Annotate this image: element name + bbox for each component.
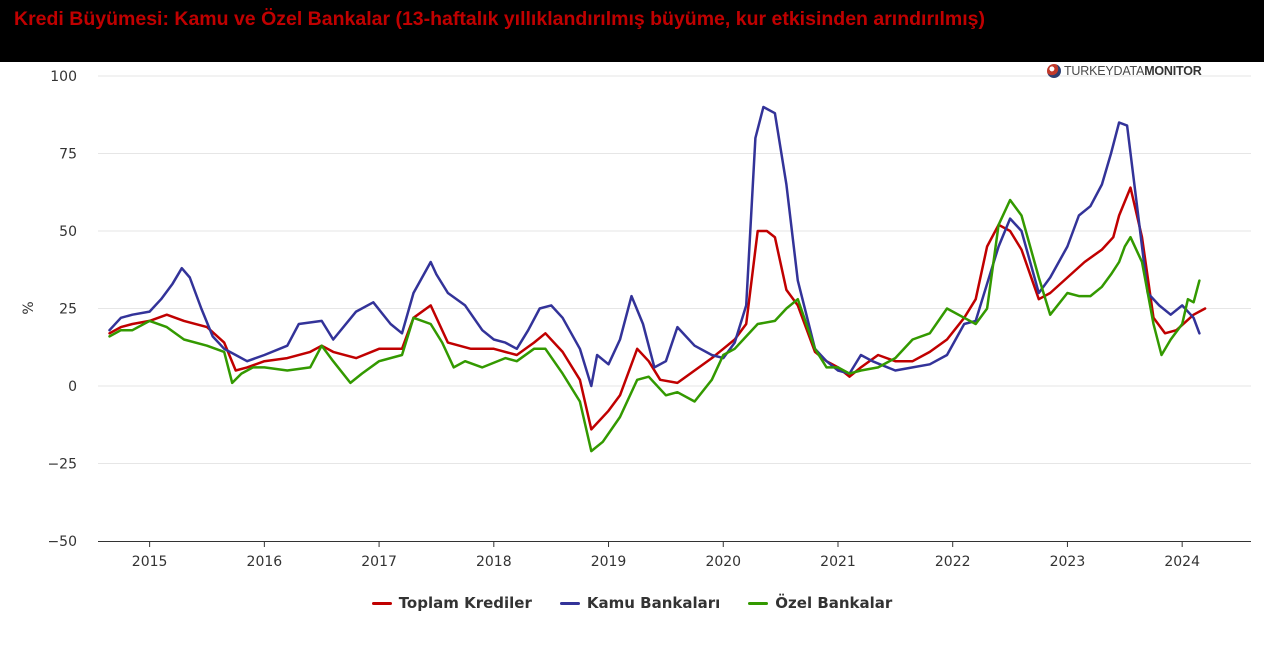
chart-legend: Toplam Krediler Kamu Bankaları Özel Bankal… [0,594,1264,612]
y-axis-label: % [21,301,37,314]
legend-swatch [748,601,769,605]
series-line-kamu-bankalar- [108,105,1201,388]
x-tick-label: 2024 [1164,554,1200,570]
series-line--zel-bankalar [108,198,1201,453]
legend-swatch [559,601,580,605]
y-tick-label: 25 [59,302,77,318]
line-chart: −50 −25 0 25 50 75 100 2015 2016 2017 2018 2019 2020… [21,69,1251,570]
x-tick-label: 2023 [1050,554,1086,570]
logo-text: TURKEYDATAMONITOR [1064,64,1202,78]
legend-item[interactable]: Özel Bankalar [748,594,892,612]
page-title: Kredi Büyümesi: Kamu ve Özel Bankalar (1… [14,8,985,30]
logo-globe-icon [1047,64,1061,78]
y-tick-label: 0 [68,379,77,395]
x-tick-label: 2021 [820,554,856,570]
y-tick-label: 100 [50,69,77,85]
legend-label: Toplam Krediler [398,594,532,612]
chart-area: −50 −25 0 25 50 75 100 2015 2016 2017 2018 2019 2020… [0,62,1264,641]
x-tick-label: 2015 [132,554,168,570]
legend-label: Kamu Bankaları [586,594,721,612]
series-line-toplam-krediler [108,186,1207,431]
axes: −50 −25 0 25 50 75 100 2015 2016 2017 2018 2019 2020… [21,69,1251,570]
series-lines [108,105,1207,453]
legend-swatch [371,601,392,605]
title-banner: Kredi Büyümesi: Kamu ve Özel Bankalar (1… [0,0,1264,62]
x-tick-label: 2017 [361,554,397,570]
legend-label: Özel Bankalar [775,594,893,612]
x-tick-label: 2020 [705,554,741,570]
turkeydatamonitor-logo: TURKEYDATAMONITOR [1047,64,1202,78]
y-tick-label: 75 [59,147,77,163]
legend-item[interactable]: Kamu Bankaları [559,594,721,612]
y-tick-label: 50 [59,224,77,240]
y-tick-label: −25 [47,457,77,473]
y-tick-label: −50 [47,534,77,550]
grid-lines [98,75,1251,464]
x-tick-label: 2018 [476,554,512,570]
legend-item[interactable]: Toplam Krediler [371,594,532,612]
x-tick-label: 2022 [935,554,971,570]
x-tick-label: 2019 [591,554,627,570]
x-tick-label: 2016 [247,554,283,570]
